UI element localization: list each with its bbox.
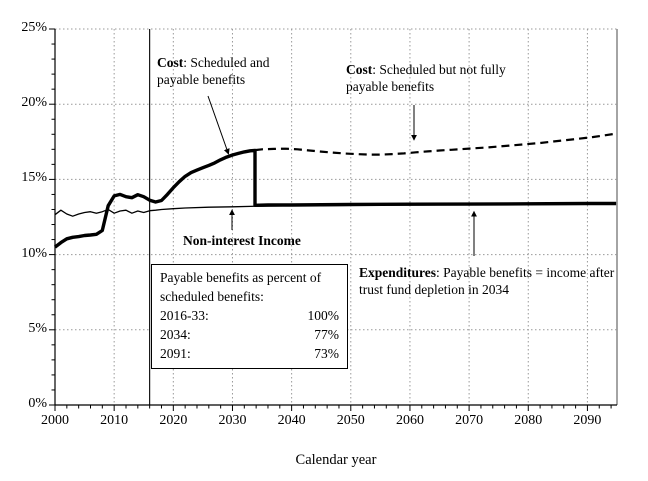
axes-and-ticks [49, 28, 618, 411]
payable-benefits-info-box: Payable benefits as percent of scheduled… [151, 264, 348, 369]
info-row-value: 77% [314, 327, 339, 342]
y-tick-label: 25% [21, 20, 47, 35]
info-row-label: 2091: [160, 346, 191, 361]
y-tick-label: 0% [28, 396, 47, 411]
cost-payable-leader-arrow [207, 95, 230, 155]
x-tick-label: 2010 [100, 413, 129, 428]
x-tick-label: 2080 [514, 413, 543, 428]
x-tick-label: 2020 [159, 413, 188, 428]
info-row-value: 73% [314, 346, 339, 361]
y-tick-label: 5% [28, 320, 47, 336]
info-row-label: 2034: [160, 327, 191, 342]
info-row-value: 100% [307, 308, 340, 323]
y-tick-label: 10% [21, 245, 47, 261]
x-axis-title: Calendar year [295, 452, 377, 468]
x-tick-label: 2090 [573, 413, 602, 428]
info-box-row: 2034: 77% [160, 325, 339, 344]
info-box-title: Payable benefits as percent of scheduled… [160, 270, 322, 304]
x-tick-label: 2050 [336, 413, 365, 428]
series-cost-scheduled-not-fully-payable [254, 132, 618, 156]
x-tick-label: 2030 [218, 413, 247, 428]
x-tick-label: 2070 [455, 413, 484, 428]
series-cost-scheduled-and-payable-then-expenditures [53, 148, 617, 249]
label-cost-scheduled-rest: : Scheduled but not fully payable benefi… [346, 62, 506, 94]
label-expenditures-rest: : Payable benefits = income after trust … [359, 265, 615, 297]
label-cost-scheduled: Cost: Scheduled but not fully payable be… [346, 61, 508, 95]
label-expenditures-bold: Expenditures [359, 265, 437, 280]
x-tick-label: 2000 [41, 413, 69, 428]
label-expenditures: Expenditures: Payable benefits = income … [359, 264, 622, 298]
info-row-label: 2016-33: [160, 308, 209, 323]
label-cost-payable: Cost: Scheduled and payable benefits [157, 54, 309, 88]
label-cost-scheduled-bold: Cost [346, 62, 373, 77]
y-tick-label: 15% [21, 170, 47, 186]
y-tick-label: 20% [21, 95, 47, 111]
label-cost-payable-rest: : Scheduled and payable benefits [157, 55, 270, 87]
x-tick-label: 2060 [395, 413, 424, 428]
info-box-row: 2016-33: 100% [160, 306, 339, 325]
x-tick-label: 2040 [277, 413, 306, 428]
label-non-interest-income: Non-interest Income [183, 232, 301, 249]
label-cost-payable-bold: Cost [157, 55, 184, 70]
annotation-arrows [207, 95, 477, 256]
data-series [53, 132, 618, 249]
label-non-interest-income-text: Non-interest Income [183, 233, 301, 248]
info-box-row: 2091: 73% [160, 344, 339, 363]
